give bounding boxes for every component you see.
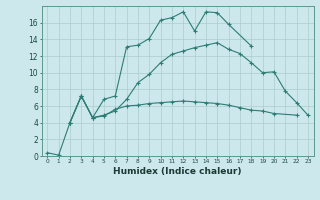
X-axis label: Humidex (Indice chaleur): Humidex (Indice chaleur) bbox=[113, 167, 242, 176]
